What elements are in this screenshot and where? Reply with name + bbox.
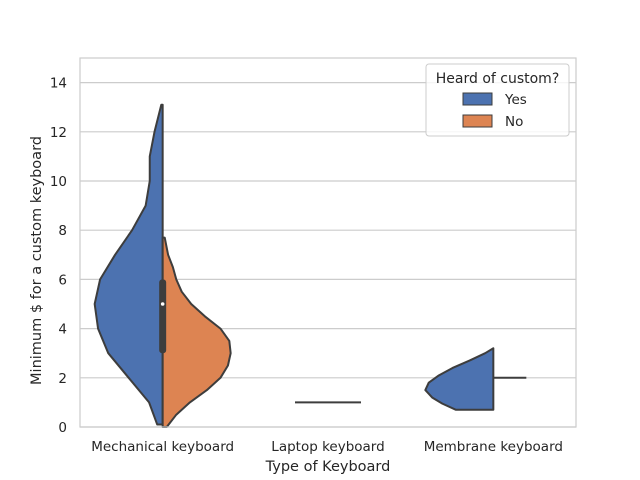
legend: Heard of custom? Yes No <box>425 63 570 137</box>
y-tick-label: 8 <box>58 223 67 239</box>
legend-swatch-no <box>462 114 493 128</box>
y-tick-label: 10 <box>50 174 67 190</box>
legend-swatch-yes <box>462 92 493 106</box>
violins <box>93 103 527 428</box>
box-iqr <box>159 279 167 354</box>
y-tick-labels: 0 2 4 6 8 10 12 14 <box>50 76 67 436</box>
legend-label-yes: Yes <box>504 92 527 108</box>
y-tick-label: 12 <box>50 125 67 141</box>
y-tick-label: 2 <box>58 371 67 387</box>
y-tick-label: 4 <box>58 322 67 338</box>
y-axis-label: Minimum $ for a custom keyboard <box>29 136 45 385</box>
legend-box <box>425 63 570 137</box>
y-tick-label: 6 <box>58 272 67 288</box>
violin-yes <box>424 347 495 411</box>
legend-title: Heard of custom? <box>436 71 560 87</box>
violin-yes <box>93 103 164 426</box>
x-axis-label: Type of Keyboard <box>265 459 391 475</box>
plot-frame <box>79 57 577 428</box>
violin-no <box>161 236 232 428</box>
x-tick-label: Membrane keyboard <box>424 439 563 455</box>
x-tick-label: Mechanical keyboard <box>91 439 234 455</box>
box-median <box>160 302 165 306</box>
y-tick-label: 14 <box>50 76 67 92</box>
y-tick-label: 0 <box>58 420 67 436</box>
x-tick-label: Laptop keyboard <box>271 439 384 455</box>
legend-label-no: No <box>505 114 523 130</box>
x-tick-labels: Mechanical keyboard Laptop keyboard Membra… <box>91 439 563 455</box>
